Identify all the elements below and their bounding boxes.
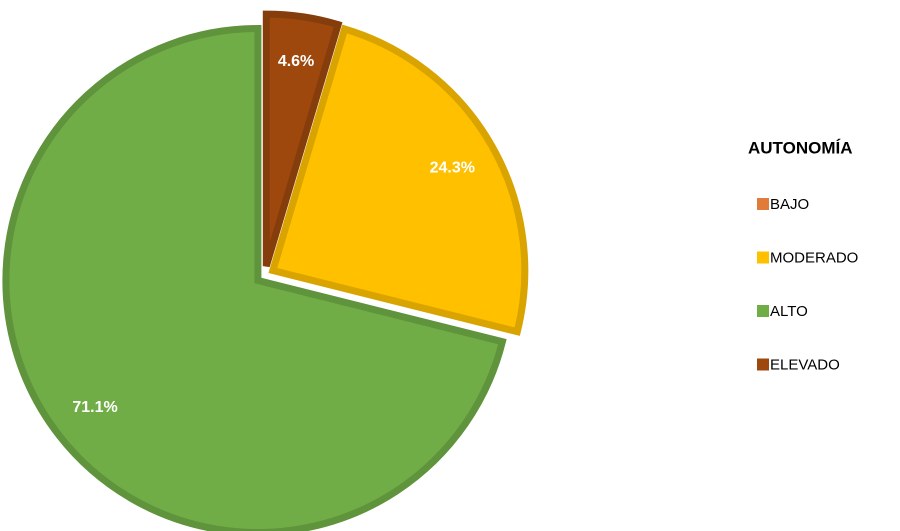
legend-swatch [757,358,769,371]
legend-swatch [757,305,769,317]
legend-label: ALTO [770,303,808,320]
legend-swatch [757,251,769,264]
slice-label: 24.3% [430,159,475,176]
slice-label: 4.6% [278,53,314,70]
legend-label: MODERADO [770,249,858,266]
legend-label: ELEVADO [770,356,840,373]
pie-slice [2,25,507,531]
legend-label: BAJO [770,196,809,213]
pie-slice [262,10,343,268]
slice-label: 71.1% [72,399,117,416]
legend-title: AUTONOMÍA [748,138,853,157]
pie-slice [268,24,529,336]
legend-swatch [757,198,769,210]
